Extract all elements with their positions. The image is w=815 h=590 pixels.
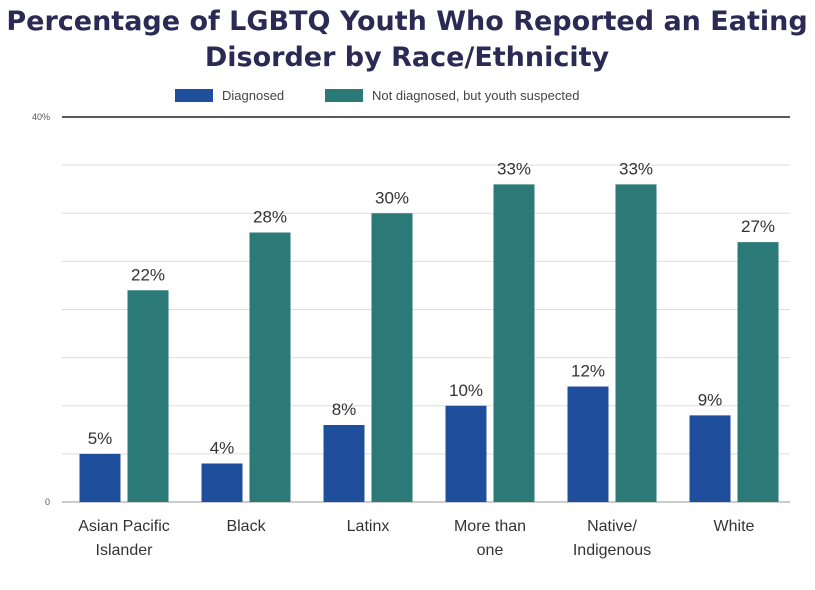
category-label: one: [477, 542, 504, 559]
bar-suspected: [493, 184, 535, 502]
value-label: 22%: [131, 265, 165, 284]
legend-swatch-diagnosed: [175, 89, 213, 102]
value-label: 8%: [332, 400, 357, 419]
legend-label-suspected: Not diagnosed, but youth suspected: [372, 88, 579, 103]
value-label: 5%: [88, 429, 113, 448]
category-label: Native/: [587, 518, 637, 535]
bar-diagnosed: [323, 425, 365, 502]
bar-diagnosed: [689, 415, 731, 502]
bar-suspected: [615, 184, 657, 502]
legend-label-diagnosed: Diagnosed: [222, 88, 284, 103]
value-label: 28%: [253, 208, 287, 227]
value-label: 4%: [210, 439, 235, 458]
bars: [79, 184, 779, 502]
bar-diagnosed: [201, 463, 243, 502]
category-label: Indigenous: [573, 542, 651, 559]
category-label: Asian Pacific: [78, 518, 170, 535]
chart-title-line-2: Disorder by Race/Ethnicity: [205, 42, 610, 73]
bar-diagnosed: [567, 386, 609, 502]
category-label: Latinx: [347, 518, 390, 535]
category-labels: Asian Pacific Islander Black Latinx More tha…: [78, 518, 754, 559]
value-labels: 5% 22% 4% 28% 8% 30% 10% 33% 12% 33% 9% 27%: [88, 159, 775, 457]
value-label: 30%: [375, 188, 409, 207]
gridlines: [62, 116, 790, 503]
value-label: 33%: [619, 159, 653, 178]
bar-diagnosed: [79, 453, 121, 502]
y-axis-ticks: 0 40%: [32, 112, 50, 507]
category-label: Islander: [96, 542, 154, 559]
value-label: 27%: [741, 217, 775, 236]
y-tick-label: 40%: [32, 112, 50, 122]
legend-swatch-suspected: [325, 89, 363, 102]
chart-title-line-1: Percentage of LGBTQ Youth Who Reported a…: [6, 6, 807, 37]
bar-suspected: [127, 290, 169, 502]
category-label: Black: [226, 518, 266, 535]
bar-suspected: [371, 213, 413, 502]
value-label: 10%: [449, 381, 483, 400]
value-label: 12%: [571, 362, 605, 381]
y-tick-label: 0: [45, 497, 50, 507]
bar-suspected: [249, 232, 291, 502]
bar-suspected: [737, 242, 779, 502]
category-label: White: [714, 518, 755, 535]
value-label: 33%: [497, 159, 531, 178]
value-label: 9%: [698, 390, 723, 409]
legend: Diagnosed Not diagnosed, but youth suspe…: [175, 88, 579, 103]
category-label: More than: [454, 518, 526, 535]
bar-diagnosed: [445, 405, 487, 502]
